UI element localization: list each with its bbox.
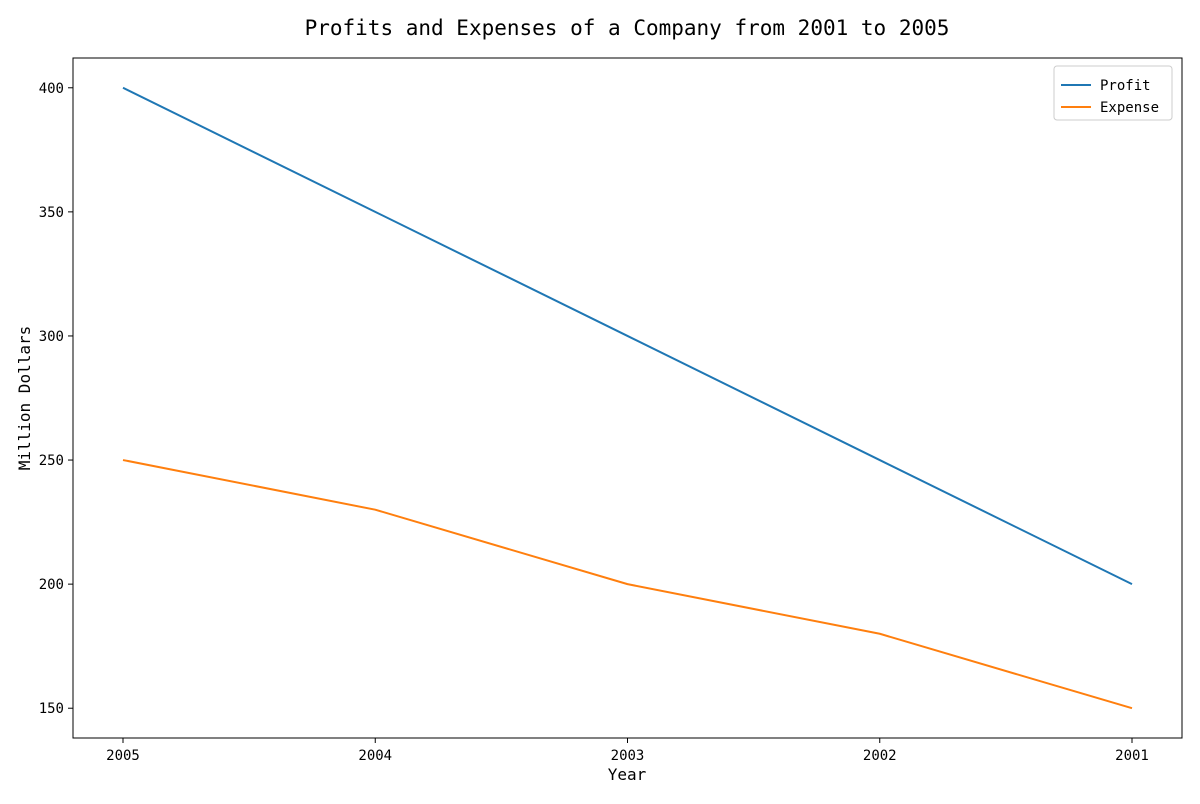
legend: Profit Expense	[1053, 65, 1173, 121]
legend-label-profit: Profit	[1100, 78, 1151, 94]
x-tick-label: 2002	[863, 748, 897, 764]
y-tick-label: 150	[39, 701, 64, 717]
y-axis-label: Million Dollars	[15, 326, 34, 471]
series-line-profit	[122, 86, 1133, 586]
x-tick-label: 2001	[1115, 748, 1149, 764]
legend-label-expense: Expense	[1100, 100, 1159, 116]
y-tick-label: 300	[39, 329, 64, 345]
x-tick-label: 2003	[611, 748, 645, 764]
y-tick-label: 250	[39, 453, 64, 469]
x-axis-label: Year	[608, 765, 647, 784]
y-tick-label: 200	[39, 577, 64, 593]
chart-title: Profits and Expenses of a Company from 2…	[305, 16, 950, 40]
plot-area: 2005 2004 2003 2002 2001 150 200 250 300 350 400	[39, 81, 1149, 764]
y-tick-label: 400	[39, 81, 64, 97]
x-tick-label: 2004	[358, 748, 392, 764]
x-tick-label: 2005	[106, 748, 140, 764]
series-line-expense	[122, 459, 1133, 710]
y-tick-label: 350	[39, 205, 64, 221]
plot-frame	[72, 57, 1183, 739]
